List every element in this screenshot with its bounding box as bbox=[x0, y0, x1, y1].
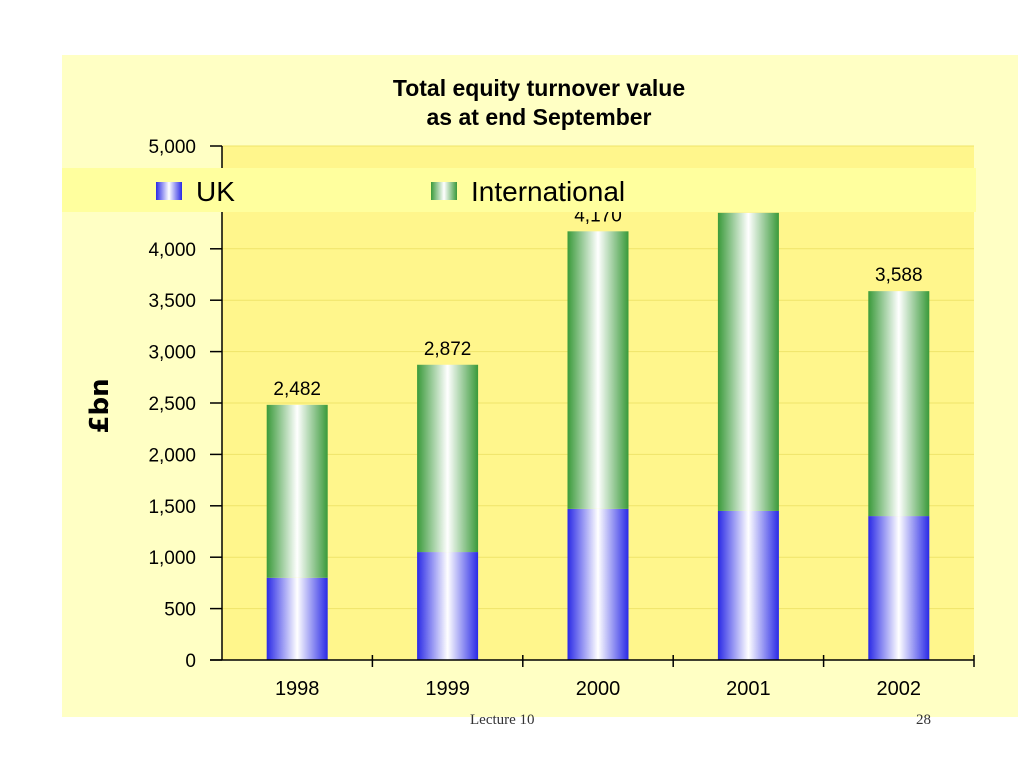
legend: UK International bbox=[156, 176, 625, 207]
x-tick-label-1999: 1999 bbox=[425, 678, 470, 700]
x-tick-labels: 1998 1999 2000 2001 2002 bbox=[275, 678, 921, 700]
x-tick-label-2002: 2002 bbox=[877, 678, 922, 700]
legend-box bbox=[62, 168, 976, 212]
footer-lecture-label: Lecture 10 bbox=[470, 712, 535, 728]
y-tick-label-0: 0 bbox=[185, 651, 196, 672]
bars bbox=[266, 212, 930, 660]
bar-international-2002 bbox=[868, 291, 930, 517]
y-tick-label-10: 5,000 bbox=[148, 137, 196, 158]
legend-label-uk: UK bbox=[196, 176, 235, 207]
y-tick-label-4: 2,000 bbox=[148, 445, 196, 466]
chart-title-line-2: as at end September bbox=[427, 104, 652, 130]
y-tick-label-1: 500 bbox=[164, 600, 196, 621]
y-axis-label: £bn bbox=[85, 378, 115, 433]
x-tick-label-2001: 2001 bbox=[726, 678, 771, 700]
bar-uk-1998 bbox=[266, 577, 328, 660]
total-label-2002: 3,588 bbox=[875, 265, 923, 286]
y-tick-label-8: 4,000 bbox=[148, 240, 196, 261]
x-tick-label-2000: 2000 bbox=[576, 678, 621, 700]
y-tick-label-6: 3,000 bbox=[148, 343, 196, 364]
legend-swatch-uk bbox=[156, 182, 182, 200]
footer-page-number: 28 bbox=[916, 712, 931, 728]
bar-international-2000 bbox=[567, 231, 629, 509]
bar-international-1999 bbox=[417, 364, 479, 553]
total-label-1998: 2,482 bbox=[273, 379, 321, 400]
bar-uk-1999 bbox=[417, 552, 479, 660]
bar-international-2001 bbox=[717, 212, 779, 511]
bar-international-1998 bbox=[266, 404, 328, 578]
x-tick-label-1998: 1998 bbox=[275, 678, 320, 700]
y-tick-label-2: 1,000 bbox=[148, 548, 196, 569]
total-label-1999: 2,872 bbox=[424, 339, 472, 360]
bar-uk-2000 bbox=[567, 508, 629, 660]
bar-uk-2001 bbox=[717, 510, 779, 660]
y-tick-label-3: 1,500 bbox=[148, 497, 196, 518]
bar-uk-2002 bbox=[868, 516, 930, 660]
legend-swatch-international bbox=[431, 182, 457, 200]
y-tick-label-7: 3,500 bbox=[148, 291, 196, 312]
legend-label-international: International bbox=[471, 176, 625, 207]
y-tick-label-5: 2,500 bbox=[148, 394, 196, 415]
chart-title-line-1: Total equity turnover value bbox=[393, 75, 685, 101]
axes bbox=[210, 145, 975, 667]
